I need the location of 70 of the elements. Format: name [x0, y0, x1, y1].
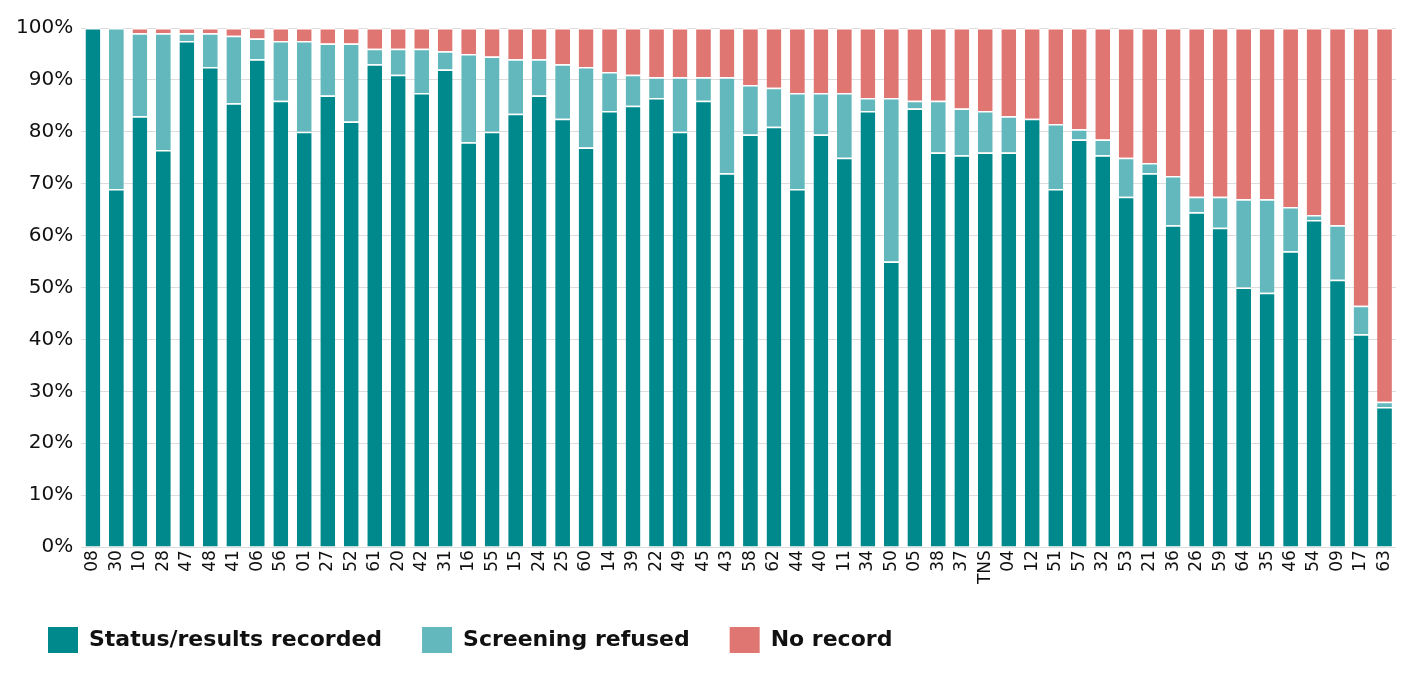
- y-tick-label: 10%: [28, 481, 74, 506]
- x-tick-label: 42: [410, 550, 431, 572]
- x-tick-label: 24: [527, 550, 548, 572]
- x-tick-label: 31: [433, 550, 454, 572]
- x-tick-label: 50: [879, 550, 900, 572]
- y-tick-label: 70%: [28, 169, 74, 194]
- x-tick-label: 48: [198, 550, 219, 572]
- x-tick-label: 12: [1020, 550, 1041, 572]
- x-tick-label: 26: [1185, 550, 1206, 572]
- x-tick-label: 59: [1208, 550, 1229, 572]
- x-tick-label: 61: [363, 550, 384, 572]
- x-tick-label: 44: [785, 550, 806, 572]
- x-tick-label: 16: [457, 550, 478, 572]
- x-tick-label: 37: [950, 550, 971, 572]
- x-tick-label: 22: [644, 550, 665, 572]
- x-tick-label: 57: [1067, 550, 1088, 572]
- x-tick-label: 51: [1044, 550, 1065, 572]
- x-tick-label: 21: [1138, 550, 1159, 572]
- x-tick-label: 63: [1372, 550, 1393, 572]
- x-tick-label: 08: [81, 550, 102, 572]
- x-tick-label: 10: [128, 550, 149, 572]
- y-tick-label: 30%: [28, 377, 74, 402]
- x-tick-label: TNS: [973, 550, 994, 586]
- x-tick-label: 40: [809, 550, 830, 572]
- x-tick-label: 60: [574, 550, 595, 572]
- x-tick-label: 49: [668, 550, 689, 572]
- x-tick-label: 32: [1091, 550, 1112, 572]
- x-tick-label: 39: [621, 550, 642, 572]
- x-tick-label: 06: [245, 550, 266, 572]
- x-tick-label: 38: [926, 550, 947, 572]
- x-tick-label: 47: [175, 550, 196, 572]
- x-tick-label: 34: [856, 550, 877, 572]
- x-tick-label: 52: [339, 550, 360, 572]
- x-tick-label: 41: [222, 550, 243, 572]
- legend-label: Status/results recorded: [89, 625, 383, 651]
- legend-label: No record: [770, 625, 893, 651]
- x-tick-label: 09: [1325, 550, 1346, 572]
- x-tick-label: 11: [832, 550, 853, 572]
- x-tick-label: 62: [762, 550, 783, 572]
- y-tick-label: 20%: [28, 429, 74, 454]
- x-tick-label: 56: [269, 550, 290, 572]
- x-tick-label: 20: [386, 550, 407, 572]
- x-tick-label: 14: [597, 550, 618, 572]
- x-tick-label: 55: [480, 550, 501, 572]
- x-tick-label: 05: [903, 550, 924, 572]
- y-tick-label: 60%: [28, 221, 74, 246]
- x-tick-label: 45: [691, 550, 712, 572]
- x-tick-label: 58: [738, 550, 759, 572]
- x-tick-label: 01: [292, 550, 313, 572]
- x-tick-label: 46: [1279, 550, 1299, 572]
- x-tick-label: 36: [1161, 550, 1182, 572]
- x-tick-label: 04: [997, 550, 1018, 572]
- legend-label: Screening refused: [463, 625, 690, 651]
- x-tick-label: 35: [1255, 550, 1276, 572]
- y-tick-label: 100%: [15, 14, 74, 39]
- y-tick-label: 90%: [28, 66, 74, 91]
- x-tick-label: 17: [1349, 550, 1370, 572]
- x-tick-label: 30: [104, 550, 125, 572]
- x-tick-label: 53: [1114, 550, 1135, 572]
- x-tick-label: 28: [151, 550, 172, 572]
- x-tick-label: 64: [1232, 550, 1253, 572]
- x-tick-label: 54: [1302, 550, 1323, 572]
- y-tick-label: 0%: [41, 533, 74, 558]
- y-tick-label: 80%: [28, 118, 74, 143]
- x-tick-label: 27: [316, 550, 337, 572]
- x-tick-label: 43: [715, 550, 736, 572]
- y-tick-label: 50%: [28, 273, 74, 298]
- y-tick-label: 40%: [28, 325, 74, 350]
- x-tick-label: 25: [551, 550, 572, 572]
- x-tick-label: 15: [504, 550, 525, 572]
